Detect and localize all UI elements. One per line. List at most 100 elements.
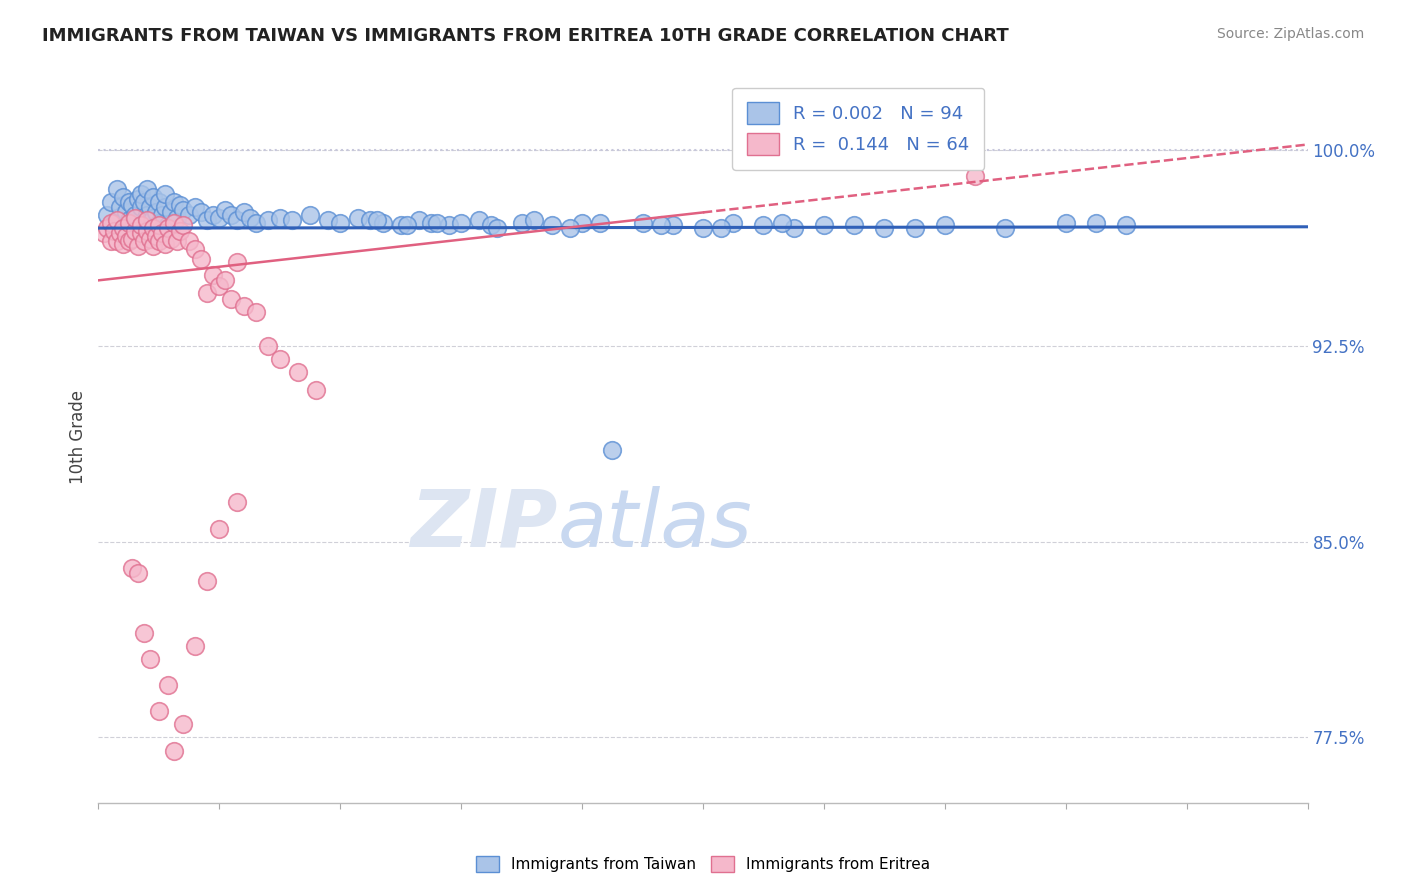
Point	[226, 495, 249, 509]
Point	[179, 234, 201, 248]
Point	[103, 224, 125, 238]
Point	[873, 221, 896, 235]
Point	[135, 224, 157, 238]
Point	[305, 383, 328, 397]
Point	[118, 216, 141, 230]
Point	[631, 216, 654, 230]
Point	[142, 239, 165, 253]
Point	[142, 211, 165, 225]
Point	[245, 216, 267, 230]
Point	[540, 219, 562, 233]
Point	[589, 216, 612, 230]
Point	[127, 221, 149, 235]
Point	[142, 190, 165, 204]
Point	[132, 234, 155, 248]
Point	[111, 236, 134, 251]
Point	[160, 205, 183, 219]
Point	[1115, 219, 1137, 233]
Point	[661, 219, 683, 233]
Text: Source: ZipAtlas.com: Source: ZipAtlas.com	[1216, 27, 1364, 41]
Point	[844, 219, 866, 233]
Point	[103, 216, 125, 230]
Point	[202, 208, 225, 222]
Point	[650, 219, 672, 233]
Point	[156, 678, 179, 692]
Point	[437, 219, 460, 233]
Point	[813, 219, 835, 233]
Point	[145, 205, 167, 219]
Point	[269, 351, 291, 366]
Point	[371, 216, 394, 230]
Point	[256, 338, 278, 352]
Point	[214, 202, 236, 217]
Point	[347, 211, 370, 225]
Point	[281, 213, 304, 227]
Point	[96, 208, 118, 222]
Point	[195, 213, 218, 227]
Point	[558, 221, 581, 235]
Point	[468, 213, 491, 227]
Point	[408, 213, 430, 227]
Point	[114, 205, 136, 219]
Point	[156, 221, 179, 235]
Point	[389, 219, 412, 233]
Point	[124, 211, 146, 225]
Point	[184, 639, 207, 653]
Point	[100, 216, 122, 230]
Point	[360, 213, 382, 227]
Point	[692, 221, 714, 235]
Point	[770, 216, 793, 230]
Point	[135, 182, 157, 196]
Point	[105, 213, 128, 227]
Point	[965, 169, 987, 183]
Point	[121, 560, 143, 574]
Point	[226, 255, 249, 269]
Point	[420, 216, 443, 230]
Point	[148, 705, 170, 719]
Point	[1054, 216, 1077, 230]
Point	[163, 194, 186, 209]
Point	[135, 208, 157, 222]
Point	[366, 213, 388, 227]
Text: ZIP: ZIP	[411, 486, 558, 564]
Point	[121, 231, 143, 245]
Point	[153, 187, 176, 202]
Point	[232, 205, 254, 219]
Point	[166, 234, 188, 248]
Point	[208, 278, 231, 293]
Point	[124, 224, 146, 238]
Point	[108, 227, 131, 241]
Point	[145, 228, 167, 243]
Point	[245, 304, 267, 318]
Point	[934, 219, 956, 233]
Point	[329, 216, 352, 230]
Point	[221, 292, 243, 306]
Point	[129, 227, 152, 241]
Point	[139, 221, 162, 235]
Point	[96, 221, 118, 235]
Point	[163, 743, 186, 757]
Point	[172, 219, 194, 233]
Point	[169, 224, 191, 238]
Legend: R = 0.002   N = 94, R =  0.144   N = 64: R = 0.002 N = 94, R = 0.144 N = 64	[733, 87, 984, 169]
Legend: Immigrants from Taiwan, Immigrants from Eritrea: Immigrants from Taiwan, Immigrants from …	[468, 848, 938, 880]
Point	[163, 216, 186, 230]
Point	[100, 194, 122, 209]
Point	[195, 574, 218, 588]
Point	[202, 268, 225, 282]
Point	[395, 219, 418, 233]
Point	[169, 197, 191, 211]
Point	[118, 213, 141, 227]
Point	[208, 521, 231, 535]
Point	[160, 231, 183, 245]
Text: IMMIGRANTS FROM TAIWAN VS IMMIGRANTS FROM ERITREA 10TH GRADE CORRELATION CHART: IMMIGRANTS FROM TAIWAN VS IMMIGRANTS FRO…	[42, 27, 1010, 45]
Point	[114, 228, 136, 243]
Point	[135, 213, 157, 227]
Point	[111, 221, 134, 235]
Text: atlas: atlas	[558, 486, 752, 564]
Point	[232, 300, 254, 314]
Point	[153, 236, 176, 251]
Point	[93, 227, 115, 241]
Point	[118, 194, 141, 209]
Point	[148, 216, 170, 230]
